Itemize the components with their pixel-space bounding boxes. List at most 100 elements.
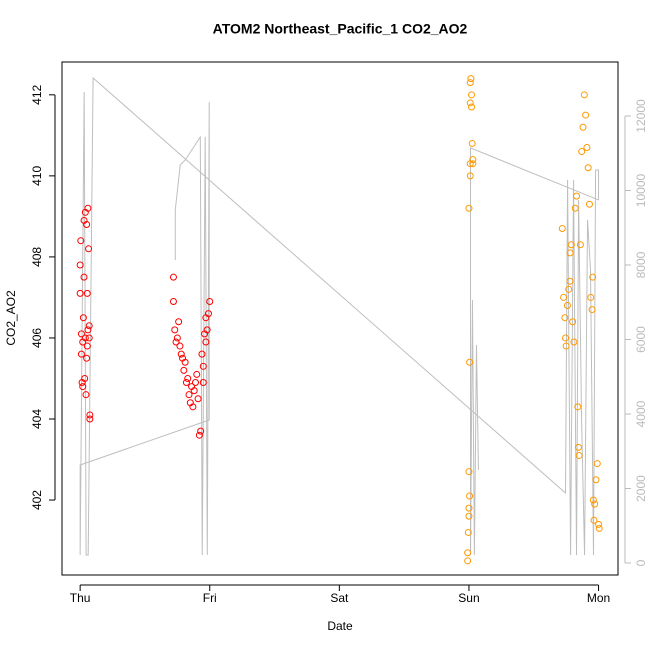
point <box>578 148 586 156</box>
y2-tick-label: 4000 <box>634 400 648 427</box>
point <box>182 379 190 387</box>
point <box>574 403 582 411</box>
point <box>561 314 569 322</box>
x-tick-label: Fri <box>203 591 217 605</box>
y-axis-label: CO2_AO2 <box>4 290 18 346</box>
point <box>575 451 583 459</box>
point <box>466 172 474 180</box>
y2-tick-label: 6000 <box>634 326 648 353</box>
point <box>585 200 593 208</box>
point <box>464 549 472 557</box>
point <box>81 374 89 382</box>
point <box>469 160 477 168</box>
point <box>169 297 177 305</box>
point <box>465 468 473 476</box>
point <box>582 111 590 119</box>
y-tick-label: 404 <box>30 409 44 429</box>
point <box>595 520 603 528</box>
point <box>468 91 476 99</box>
point <box>197 427 205 435</box>
point <box>465 512 473 520</box>
point <box>172 338 180 346</box>
x-tick-label: Thu <box>70 591 91 605</box>
y2-tick-label: 2000 <box>634 475 648 502</box>
point <box>171 326 179 334</box>
point <box>565 285 573 293</box>
point <box>567 241 575 249</box>
point <box>81 334 89 342</box>
point <box>466 492 474 500</box>
point <box>590 516 598 524</box>
point <box>191 379 199 387</box>
point <box>82 391 90 399</box>
y-tick-label: 402 <box>30 490 44 510</box>
point <box>595 524 603 532</box>
point <box>80 273 88 281</box>
point <box>466 358 474 366</box>
point <box>79 314 87 322</box>
point <box>464 528 472 536</box>
point <box>580 91 588 99</box>
point <box>593 460 601 468</box>
point <box>466 79 474 87</box>
point <box>566 249 574 257</box>
point <box>464 557 472 565</box>
point <box>169 273 177 281</box>
point <box>573 192 581 200</box>
line <box>79 76 600 556</box>
point <box>86 415 94 423</box>
point <box>79 383 87 391</box>
point <box>194 395 202 403</box>
point <box>76 289 84 297</box>
point <box>85 334 93 342</box>
point <box>203 326 211 334</box>
point <box>84 204 92 212</box>
y2-tick-label: 12000 <box>634 99 648 133</box>
point <box>468 103 476 111</box>
point <box>579 123 587 131</box>
point <box>587 293 595 301</box>
x-tick-label: Mon <box>587 591 610 605</box>
chart-title: ATOM2 Northeast_Pacific_1 CO2_AO2 <box>213 21 468 37</box>
point <box>558 225 566 233</box>
point <box>176 342 184 350</box>
point <box>584 164 592 172</box>
point <box>77 237 85 245</box>
point <box>588 306 596 314</box>
point <box>589 496 597 504</box>
x-axis-label: Date <box>327 619 353 633</box>
point <box>185 391 193 399</box>
point <box>560 293 568 301</box>
y2-tick-label: 0 <box>634 559 648 566</box>
point <box>571 204 579 212</box>
point <box>83 220 91 228</box>
point <box>173 334 181 342</box>
point <box>181 358 189 366</box>
point <box>204 310 212 318</box>
y2-tick-label: 8000 <box>634 251 648 278</box>
point <box>195 431 203 439</box>
plot-box <box>61 61 619 576</box>
point <box>84 326 92 334</box>
point <box>83 354 91 362</box>
point <box>576 241 584 249</box>
y-tick-label: 412 <box>30 84 44 104</box>
x-tick-label: Sat <box>330 591 349 605</box>
x-tick-label: Sun <box>458 591 479 605</box>
point <box>562 342 570 350</box>
point <box>83 289 91 297</box>
point <box>202 338 210 346</box>
point <box>469 156 477 164</box>
point <box>199 362 207 370</box>
point <box>563 302 571 310</box>
point <box>592 476 600 484</box>
point <box>583 144 591 151</box>
point <box>77 350 85 358</box>
point <box>85 322 93 330</box>
point <box>199 379 207 387</box>
y-tick-label: 408 <box>30 247 44 267</box>
point <box>570 338 578 346</box>
point <box>589 273 597 281</box>
point <box>184 374 192 382</box>
